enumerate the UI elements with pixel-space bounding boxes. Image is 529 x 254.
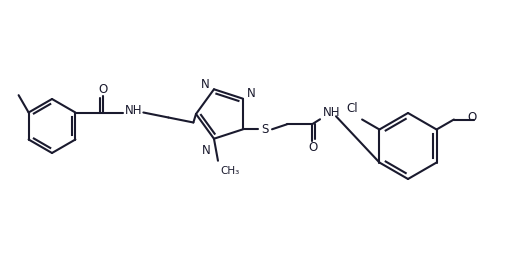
Text: O: O <box>99 83 108 96</box>
Text: CH₃: CH₃ <box>220 166 239 176</box>
Text: O: O <box>308 141 317 154</box>
Text: NH: NH <box>125 104 142 117</box>
Text: S: S <box>261 123 269 136</box>
Text: N: N <box>247 87 256 100</box>
Text: O: O <box>467 111 477 124</box>
Text: N: N <box>202 144 211 157</box>
Text: Cl: Cl <box>346 102 358 115</box>
Text: NH: NH <box>323 106 341 119</box>
Text: N: N <box>201 78 210 91</box>
